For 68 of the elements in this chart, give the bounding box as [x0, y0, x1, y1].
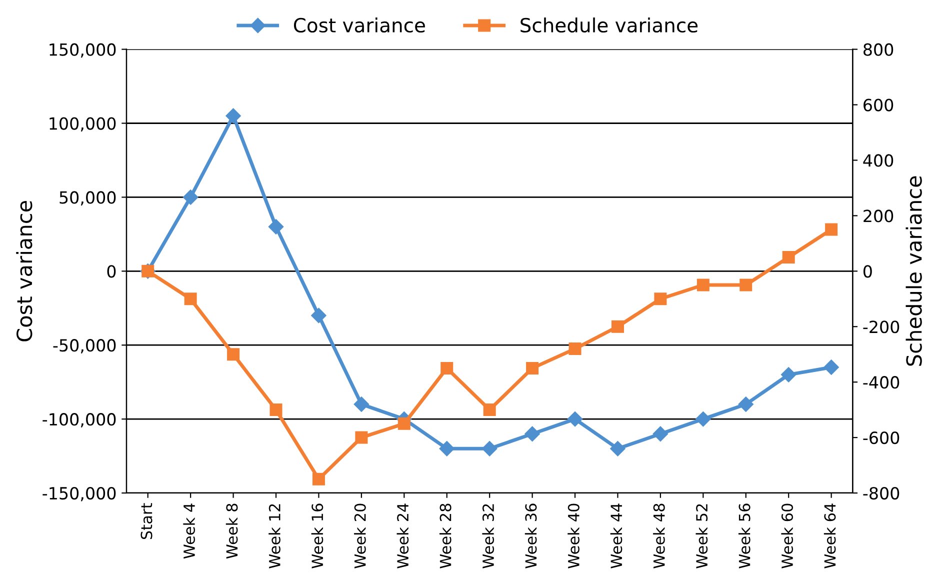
- y-tick-label: -50,000: [53, 339, 116, 354]
- x-tick-label: Week 16: [311, 504, 324, 568]
- point: [740, 278, 752, 292]
- point: [355, 431, 368, 444]
- y2-tick-label: 400: [863, 154, 894, 167]
- x-tick-label: Week 28: [439, 504, 452, 568]
- x-tick-label: Week 8: [226, 504, 238, 559]
- y2-tick-label: 200: [864, 210, 894, 222]
- x-tick-label: Week 20: [354, 504, 366, 568]
- y-tick-label: -150,000: [42, 486, 116, 502]
- point: [440, 362, 454, 374]
- point: [354, 396, 370, 412]
- point: [782, 251, 795, 264]
- x-tick-label: Week 44: [610, 504, 622, 568]
- point: [738, 396, 754, 412]
- x-tick-label: Week 48: [653, 504, 665, 568]
- y2-tick-label: -600: [863, 432, 900, 444]
- y-tick-label: 150,000: [50, 43, 116, 58]
- y-tick-label: 100,000: [50, 117, 116, 132]
- point: [654, 292, 667, 306]
- point: [482, 441, 498, 456]
- legend-label: Cost variance: [294, 18, 425, 33]
- y2-axis-title: Schedule variance: [906, 176, 922, 366]
- x-tick-label: Week 24: [396, 504, 409, 568]
- x-tick-label: Week 36: [524, 504, 537, 568]
- point: [183, 190, 198, 205]
- y2-tick-label: 800: [864, 43, 894, 56]
- point: [312, 472, 325, 486]
- y-tick-label: -100,000: [42, 413, 116, 428]
- point: [270, 404, 282, 416]
- point: [696, 278, 710, 292]
- x-tick-label: Week 12: [268, 504, 280, 568]
- y-axis-title: Cost variance: [16, 200, 32, 342]
- point: [824, 360, 839, 375]
- point: [268, 219, 284, 234]
- legend-label: Schedule variance: [520, 18, 698, 33]
- y-tick-label: 0: [107, 265, 116, 278]
- point: [184, 292, 197, 306]
- point: [524, 426, 540, 442]
- y2-tick-label: -800: [863, 486, 900, 500]
- point: [526, 362, 539, 374]
- x-tick-label: Week 32: [482, 504, 494, 568]
- point: [652, 426, 668, 442]
- point: [568, 342, 582, 356]
- y2-tick-label: 0: [863, 265, 872, 278]
- y2-tick-label: 600: [864, 98, 894, 112]
- point: [398, 417, 410, 430]
- x-tick-label: Week 4: [183, 504, 195, 559]
- point: [439, 441, 454, 456]
- y-tick-label: 50,000: [60, 191, 116, 206]
- y2-tick-label: -400: [863, 376, 900, 389]
- x-tick-label: Week 56: [738, 504, 750, 568]
- point: [781, 367, 796, 382]
- point: [226, 108, 241, 124]
- x-tick-label: Week 60: [781, 504, 794, 568]
- point: [567, 411, 583, 427]
- point: [610, 441, 626, 456]
- point: [611, 320, 624, 333]
- x-tick-label: Week 52: [696, 504, 708, 568]
- x-tick-label: Week 40: [568, 504, 580, 568]
- point: [825, 223, 838, 236]
- x-tick-label: Start: [140, 503, 152, 540]
- point: [696, 411, 711, 427]
- x-tick-label: Week 64: [824, 504, 836, 568]
- point: [483, 404, 496, 416]
- y2-tick-label: -200: [863, 320, 900, 334]
- point: [311, 308, 326, 324]
- point: [227, 348, 240, 361]
